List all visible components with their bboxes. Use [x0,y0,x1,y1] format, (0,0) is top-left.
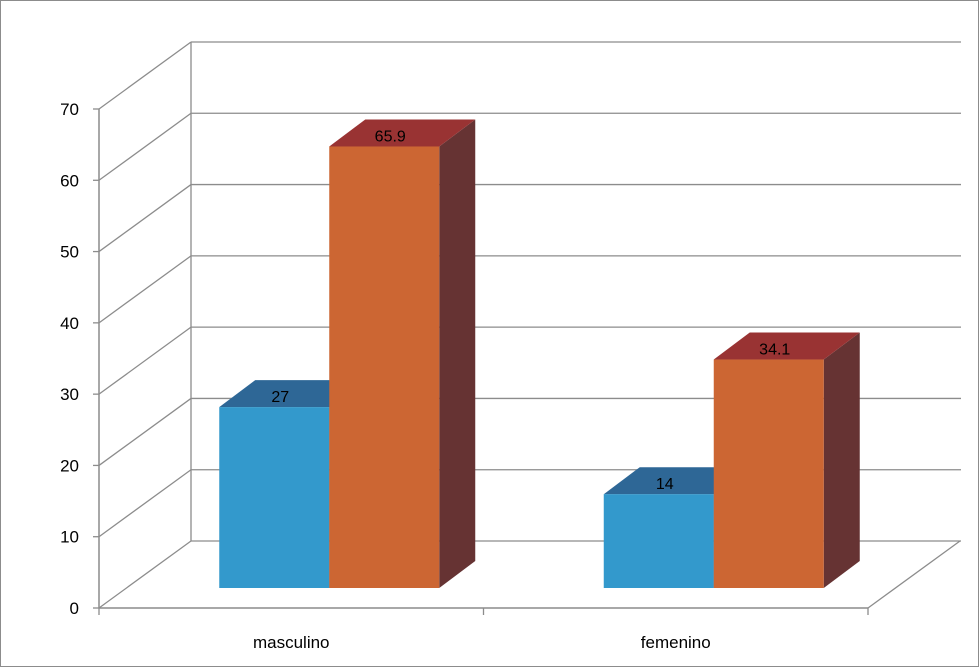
y-tick-label: 0 [70,599,79,618]
bar-top [219,380,366,408]
y-tick-label: 30 [60,385,79,404]
side-wall-line [98,41,192,110]
bar-side [823,332,860,588]
side-wall-line [98,184,192,253]
side-wall-line [98,469,192,538]
side-wall-line [98,397,192,466]
data-label: 14 [656,476,674,493]
side-wall-line [98,255,192,324]
data-label: 34.1 [759,342,790,359]
y-tick-label: 40 [60,314,79,333]
data-label: 65.9 [375,128,406,145]
bar-top [603,467,750,495]
y-tick-label: 60 [60,171,79,190]
side-wall-line [98,326,192,395]
y-tick-label: 20 [60,456,79,475]
y-tick-label: 10 [60,528,79,547]
bar-top [713,332,860,360]
bar [329,146,440,588]
floor-edge [867,540,961,609]
side-wall-line [98,112,192,181]
x-tick-label: femenino [641,633,711,652]
data-label: 27 [271,389,289,406]
bar [713,359,824,588]
y-tick-label: 70 [60,100,79,119]
bar [603,494,714,588]
bar-side [439,119,476,588]
y-tick-label: 50 [60,243,79,262]
x-tick-label: masculino [253,633,330,652]
side-wall-line [98,540,192,609]
bar [219,407,330,588]
bar-top [329,119,476,147]
